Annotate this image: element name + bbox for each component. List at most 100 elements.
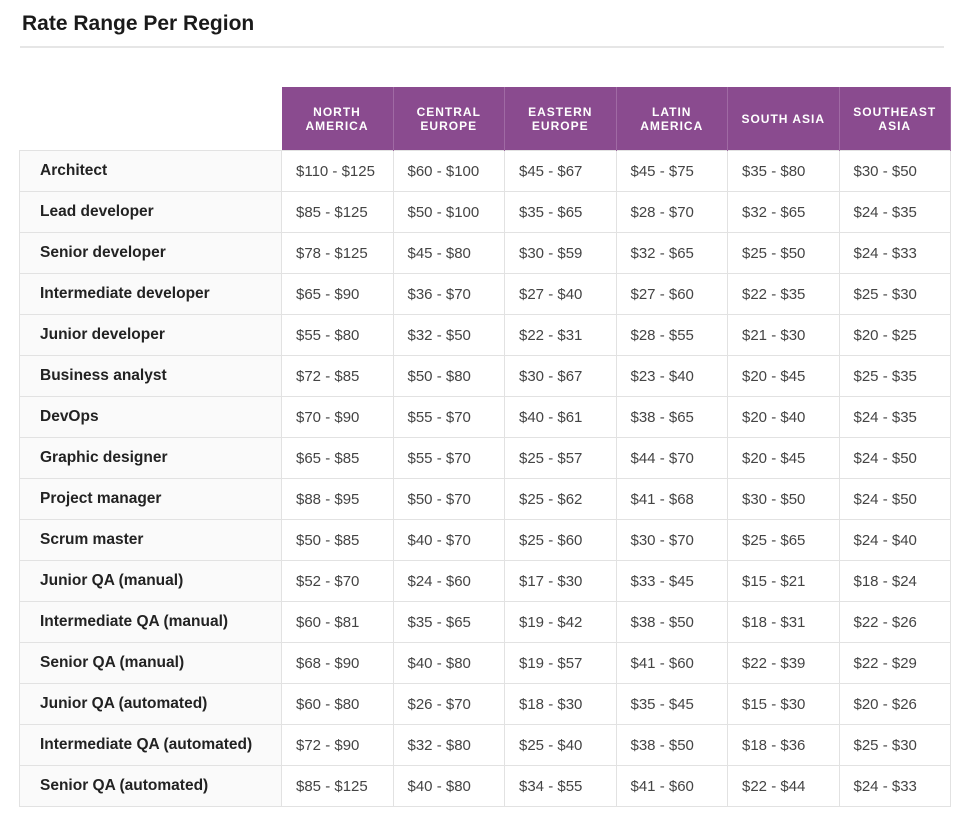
rate-cell: $30 - $50 [727,478,840,520]
role-cell: Business analyst [19,355,282,397]
rate-cell: $50 - $85 [281,519,394,561]
role-cell: DevOps [19,396,282,438]
rate-cell: $25 - $60 [504,519,617,561]
role-cell: Senior QA (automated) [19,765,282,807]
rate-cell: $32 - $65 [615,232,728,274]
rate-cell: $38 - $50 [615,601,728,643]
rate-cell: $60 - $80 [281,683,394,725]
rate-cell: $72 - $85 [281,355,394,397]
rate-cell: $85 - $125 [281,191,394,233]
rate-cell: $35 - $65 [392,601,505,643]
table-row: Scrum master $50 - $85 $40 - $70 $25 - $60 $… [19,519,951,561]
rate-cell: $40 - $70 [392,519,505,561]
rate-cell: $24 - $35 [838,191,951,233]
rate-cell: $22 - $39 [727,642,840,684]
rate-cell: $44 - $70 [615,437,728,479]
role-cell: Senior QA (manual) [19,642,282,684]
rate-cell: $25 - $62 [504,478,617,520]
rate-cell: $28 - $55 [615,314,728,356]
rate-cell: $17 - $30 [504,560,617,602]
rate-cell: $30 - $50 [838,150,951,192]
rate-cell: $40 - $80 [392,765,505,807]
rate-cell: $36 - $70 [392,273,505,315]
rate-cell: $23 - $40 [615,355,728,397]
table-row: Business analyst $72 - $85 $50 - $80 $30 - … [19,355,951,397]
role-cell: Junior QA (automated) [19,683,282,725]
table-row: Intermediate QA (automated) $72 - $90 $32 … [19,724,951,766]
role-cell: Lead developer [19,191,282,233]
rate-cell: $50 - $100 [392,191,505,233]
rate-cell: $30 - $67 [504,355,617,397]
role-cell: Senior developer [19,232,282,274]
rate-cell: $24 - $60 [392,560,505,602]
rate-cell: $25 - $35 [838,355,951,397]
rate-cell: $20 - $26 [838,683,951,725]
rate-cell: $45 - $67 [504,150,617,192]
rate-cell: $27 - $60 [615,273,728,315]
rate-cell: $20 - $40 [727,396,840,438]
title-divider [20,46,944,48]
column-header: NORTH AMERICA [281,87,394,151]
rate-cell: $24 - $33 [838,765,951,807]
rate-cell: $32 - $50 [392,314,505,356]
rate-cell: $70 - $90 [281,396,394,438]
table-row: Architect $110 - $125 $60 - $100 $45 - $67 $… [19,150,951,192]
rate-cell: $88 - $95 [281,478,394,520]
rate-cell: $22 - $26 [838,601,951,643]
table-body: Architect $110 - $125 $60 - $100 $45 - $67 $… [19,150,951,807]
rate-cell: $35 - $45 [615,683,728,725]
table-row: DevOps $70 - $90 $55 - $70 $40 - $61 $38 - $… [19,396,951,438]
rate-cell: $24 - $40 [838,519,951,561]
rate-cell: $40 - $80 [392,642,505,684]
rate-cell: $34 - $55 [504,765,617,807]
rate-cell: $33 - $45 [615,560,728,602]
role-cell: Architect [19,150,282,192]
rate-cell: $25 - $57 [504,437,617,479]
rate-cell: $20 - $25 [838,314,951,356]
rate-cell: $40 - $61 [504,396,617,438]
role-cell: Intermediate developer [19,273,282,315]
rate-cell: $35 - $65 [504,191,617,233]
rate-cell: $52 - $70 [281,560,394,602]
table-row: Intermediate QA (manual) $60 - $81 $35 - $… [19,601,951,643]
rate-cell: $25 - $30 [838,273,951,315]
rate-cell: $25 - $50 [727,232,840,274]
table-row: Junior developer $55 - $80 $32 - $50 $22 - … [19,314,951,356]
column-header: CENTRAL EUROPE [393,87,505,151]
rate-cell: $18 - $31 [727,601,840,643]
rate-cell: $18 - $36 [727,724,840,766]
rate-cell: $24 - $50 [838,437,951,479]
role-cell: Project manager [19,478,282,520]
table-row: Junior QA (manual) $52 - $70 $24 - $60 $17 … [19,560,951,602]
rate-cell: $72 - $90 [281,724,394,766]
rate-cell: $32 - $80 [392,724,505,766]
rate-cell: $20 - $45 [727,437,840,479]
rate-cell: $68 - $90 [281,642,394,684]
rate-cell: $38 - $50 [615,724,728,766]
rate-table: NORTH AMERICA CENTRAL EUROPE EASTERN EUROP… [19,87,951,807]
rate-cell: $78 - $125 [281,232,394,274]
page-title: Rate Range Per Region [22,12,255,35]
rate-cell: $55 - $80 [281,314,394,356]
rate-cell: $19 - $42 [504,601,617,643]
rate-cell: $25 - $30 [838,724,951,766]
role-cell: Scrum master [19,519,282,561]
table-row: Senior QA (manual) $68 - $90 $40 - $80 $19 … [19,642,951,684]
rate-cell: $22 - $31 [504,314,617,356]
rate-cell: $41 - $60 [615,642,728,684]
rate-cell: $15 - $30 [727,683,840,725]
rate-cell: $45 - $80 [392,232,505,274]
rate-cell: $85 - $125 [281,765,394,807]
rate-cell: $22 - $29 [838,642,951,684]
blank-header [19,87,282,151]
rate-cell: $24 - $35 [838,396,951,438]
rate-cell: $38 - $65 [615,396,728,438]
role-cell: Junior developer [19,314,282,356]
role-cell: Junior QA (manual) [19,560,282,602]
rate-cell: $19 - $57 [504,642,617,684]
rate-cell: $27 - $40 [504,273,617,315]
column-header: EASTERN EUROPE [504,87,617,151]
table-row: Senior QA (automated) $85 - $125 $40 - $80… [19,765,951,807]
column-header: SOUTH ASIA [727,87,840,151]
